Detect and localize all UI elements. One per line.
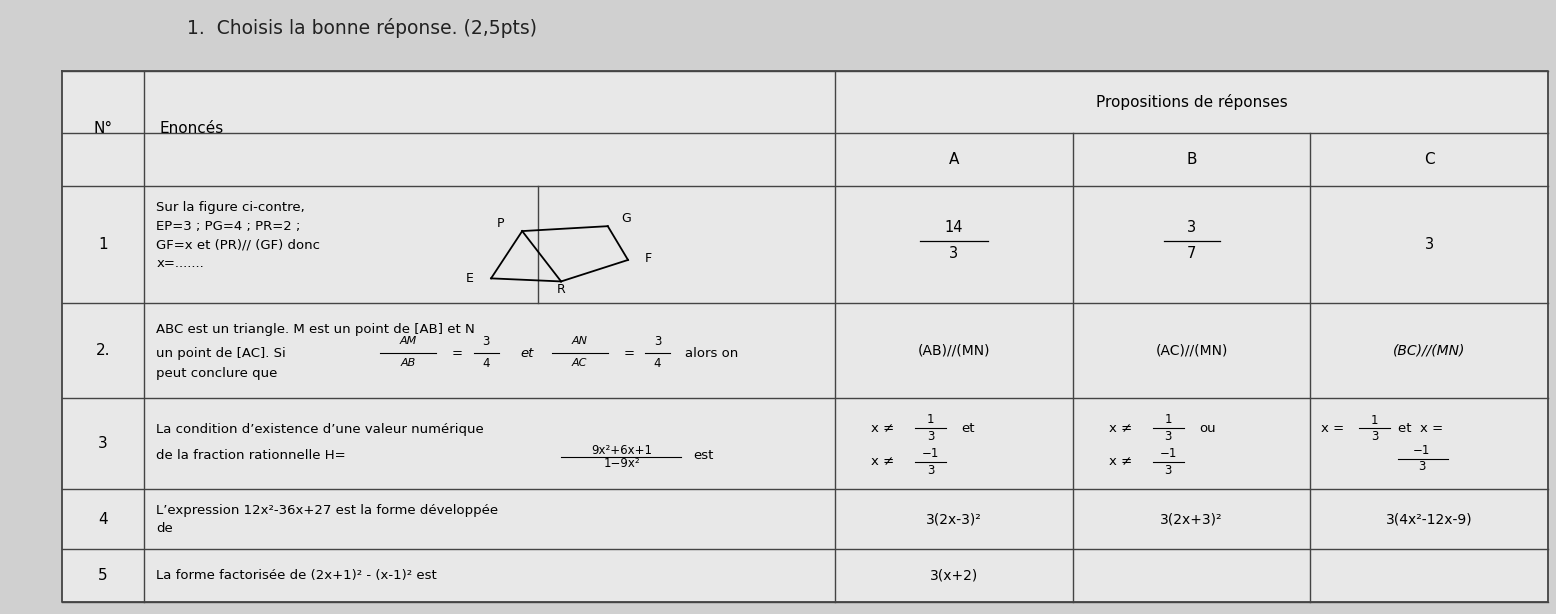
Text: est: est: [694, 449, 714, 462]
Text: 3: 3: [1164, 464, 1172, 477]
Text: 2.: 2.: [96, 343, 110, 358]
Text: x ≠: x ≠: [871, 422, 895, 435]
Text: C: C: [1424, 152, 1435, 167]
Text: 5: 5: [98, 568, 107, 583]
Text: (AB)//(MN): (AB)//(MN): [918, 344, 990, 357]
Text: x ≠: x ≠: [1109, 456, 1133, 468]
Text: 3: 3: [927, 430, 934, 443]
Text: x ≠: x ≠: [871, 456, 895, 468]
Text: −1: −1: [1159, 447, 1176, 460]
Text: 4: 4: [98, 512, 107, 527]
Text: La condition d’existence d’une valeur numérique: La condition d’existence d’une valeur nu…: [157, 424, 484, 437]
Text: 1: 1: [927, 413, 934, 426]
Text: G: G: [621, 212, 632, 225]
Text: 3: 3: [98, 436, 107, 451]
Text: 3: 3: [949, 246, 958, 262]
Text: de la fraction rationnelle H=: de la fraction rationnelle H=: [157, 449, 345, 462]
Text: =: =: [624, 347, 635, 360]
Text: et: et: [521, 347, 534, 360]
Text: 3: 3: [927, 464, 934, 477]
Text: 3: 3: [1418, 460, 1425, 473]
Text: −1: −1: [1413, 445, 1430, 457]
Text: (AC)//(MN): (AC)//(MN): [1156, 344, 1228, 357]
Text: 3: 3: [654, 335, 661, 348]
Text: un point de [AC]. Si: un point de [AC]. Si: [157, 347, 286, 360]
Text: AB: AB: [401, 359, 415, 368]
Text: La forme factorisée de (2x+1)² - (x-1)² est: La forme factorisée de (2x+1)² - (x-1)² …: [157, 569, 437, 582]
Text: 1: 1: [1164, 413, 1172, 426]
Text: B: B: [1186, 152, 1197, 167]
Text: 3(4x²-12x-9): 3(4x²-12x-9): [1386, 512, 1472, 526]
Text: ABC est un triangle. M est un point de [AB] et N: ABC est un triangle. M est un point de […: [157, 323, 475, 336]
Text: 14: 14: [944, 220, 963, 235]
Text: 3: 3: [1425, 237, 1435, 252]
Text: x =: x =: [1321, 422, 1344, 435]
Text: R: R: [557, 283, 565, 296]
Text: AM: AM: [400, 336, 417, 346]
Text: 9x²+6x+1: 9x²+6x+1: [591, 445, 652, 457]
Text: 3(2x-3)²: 3(2x-3)²: [926, 512, 982, 526]
Text: E: E: [465, 272, 473, 285]
Text: A: A: [949, 152, 958, 167]
Text: alors on: alors on: [686, 347, 739, 360]
Text: 3: 3: [1187, 220, 1197, 235]
Text: (BC)//(MN): (BC)//(MN): [1393, 344, 1466, 357]
Text: AN: AN: [571, 336, 588, 346]
Text: 1: 1: [1371, 414, 1379, 427]
Text: 1: 1: [98, 237, 107, 252]
Text: P: P: [496, 217, 504, 230]
Text: Propositions de réponses: Propositions de réponses: [1095, 94, 1287, 110]
Text: AC: AC: [573, 359, 587, 368]
Text: 4: 4: [482, 357, 490, 370]
Text: peut conclure que: peut conclure que: [157, 367, 279, 381]
Text: L’expression 12x²-36x+27 est la forme développée
de: L’expression 12x²-36x+27 est la forme dé…: [157, 504, 498, 535]
Text: 3: 3: [1371, 430, 1379, 443]
Text: et: et: [962, 422, 976, 435]
Text: ou: ou: [1200, 422, 1215, 435]
Text: 3(x+2): 3(x+2): [929, 569, 979, 583]
Text: 7: 7: [1187, 246, 1197, 262]
Text: Enoncés: Enoncés: [160, 121, 224, 136]
Text: 3(2x+3)²: 3(2x+3)²: [1161, 512, 1223, 526]
Text: −1: −1: [921, 447, 940, 460]
Text: 1−9x²: 1−9x²: [604, 457, 640, 470]
Text: x ≠: x ≠: [1109, 422, 1133, 435]
Text: 3: 3: [1164, 430, 1172, 443]
Text: =: =: [453, 347, 464, 360]
Text: et  x =: et x =: [1399, 422, 1444, 435]
Bar: [62, 71, 1548, 602]
Text: Sur la figure ci-contre,
EP=3 ; PG=4 ; PR=2 ;
GF=x et (PR)// (GF) donc
x=.......: Sur la figure ci-contre, EP=3 ; PG=4 ; P…: [157, 201, 321, 270]
Text: 1.  Choisis la bonne réponse. (2,5pts): 1. Choisis la bonne réponse. (2,5pts): [187, 18, 537, 39]
Text: 4: 4: [654, 357, 661, 370]
Text: F: F: [644, 252, 652, 265]
Text: 3: 3: [482, 335, 490, 348]
Text: N°: N°: [93, 121, 112, 136]
